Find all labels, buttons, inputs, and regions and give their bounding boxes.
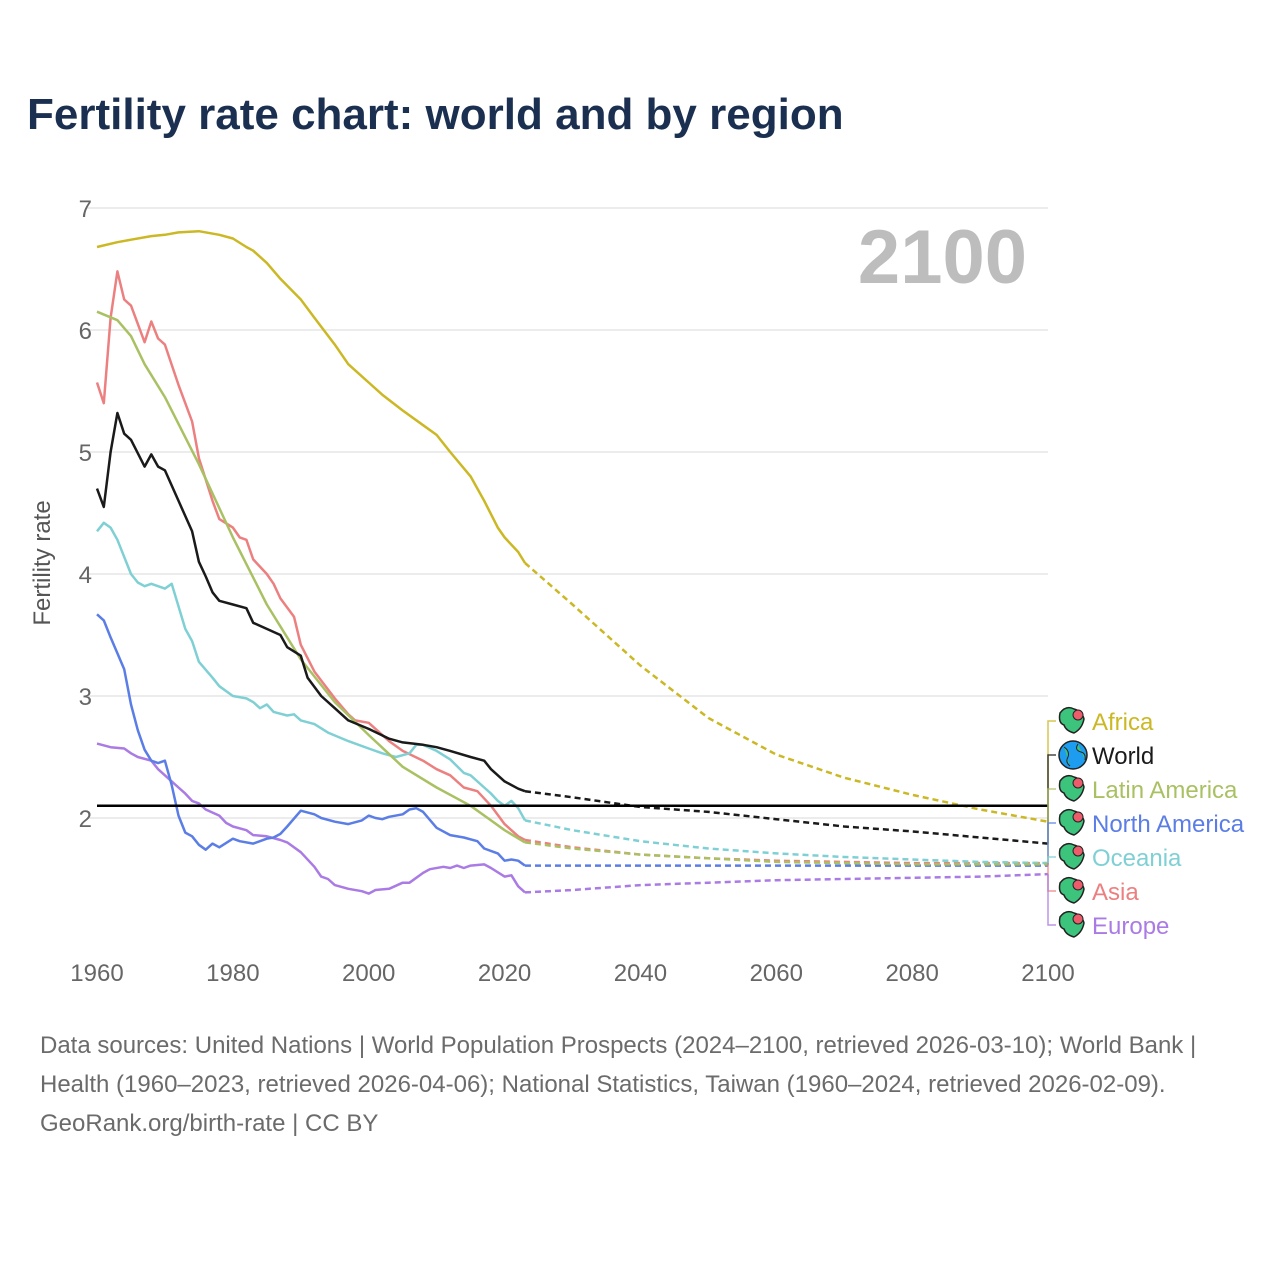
year-badge: 2100 [858,215,1027,300]
y-tick-label: 2 [79,806,92,833]
y-tick-label: 7 [79,196,92,223]
globe-icon [1058,740,1088,770]
legend-label-latin-america: Latin America [1092,777,1238,804]
y-tick-label: 5 [79,440,92,467]
legend-label-north-america: North America [1092,811,1245,838]
series-line-africa [96,229,527,564]
map-pin-icon [1072,879,1084,891]
projection-line-europe [524,872,1049,894]
legend-label-world: World [1092,743,1154,770]
series-line-asia [95,270,526,842]
x-tick-label: 1960 [70,960,123,987]
legend-connector [1047,822,1056,866]
map-pin-icon [1072,845,1084,857]
x-tick-label: 1980 [206,960,259,987]
legend-connector [1047,863,1056,892]
page-title: Fertility rate chart: world and by regio… [27,90,844,139]
projection-line-world [524,789,1049,845]
legend-connector [1047,856,1056,864]
x-tick-label: 2100 [1021,960,1074,987]
legend-connector [1047,754,1056,844]
x-tick-label: 2000 [342,960,395,987]
legend-label-europe: Europe [1092,913,1169,940]
map-pin-icon [1072,777,1084,789]
series-line-world [95,411,526,793]
footnotes: Data sources: United Nations | World Pop… [40,1026,1240,1143]
legend-connector [1047,874,1056,926]
legend-label-oceania: Oceania [1092,845,1182,872]
series-line-oceania [96,521,527,822]
map-pin-icon [1072,811,1084,823]
globe-continents-icon [1063,743,1086,767]
projection-line-oceania [524,819,1049,865]
y-tick-label: 6 [79,318,92,345]
x-tick-label: 2060 [750,960,803,987]
x-tick-label: 2040 [614,960,667,987]
credit-link[interactable]: GeoRank.org/birth-rate | CC BY [40,1110,379,1137]
projection-line-latin-america [524,841,1048,866]
projection-line-asia [524,838,1048,865]
projection-line-africa [524,562,1049,823]
legend-label-africa: Africa [1092,709,1154,736]
legend-label-asia: Asia [1092,879,1139,906]
data-sources: Data sources: United Nations | World Pop… [40,1032,1197,1098]
y-tick-label: 4 [79,562,92,589]
y-tick-label: 3 [79,684,92,711]
series-line-north-america [96,613,526,867]
fertility-chart: 2 3 4 5 6 7 1960 1980 2000 2020 2040 2060 2080 2100 Fe… [29,196,1245,987]
map-pin-icon [1072,709,1084,721]
legend-connector [1047,788,1056,865]
legend-connector [1047,720,1056,822]
map-pin-icon [1072,913,1084,925]
x-tick-label: 2080 [885,960,938,987]
x-tick-label: 2020 [478,960,531,987]
y-axis-label: Fertility rate [29,500,56,625]
